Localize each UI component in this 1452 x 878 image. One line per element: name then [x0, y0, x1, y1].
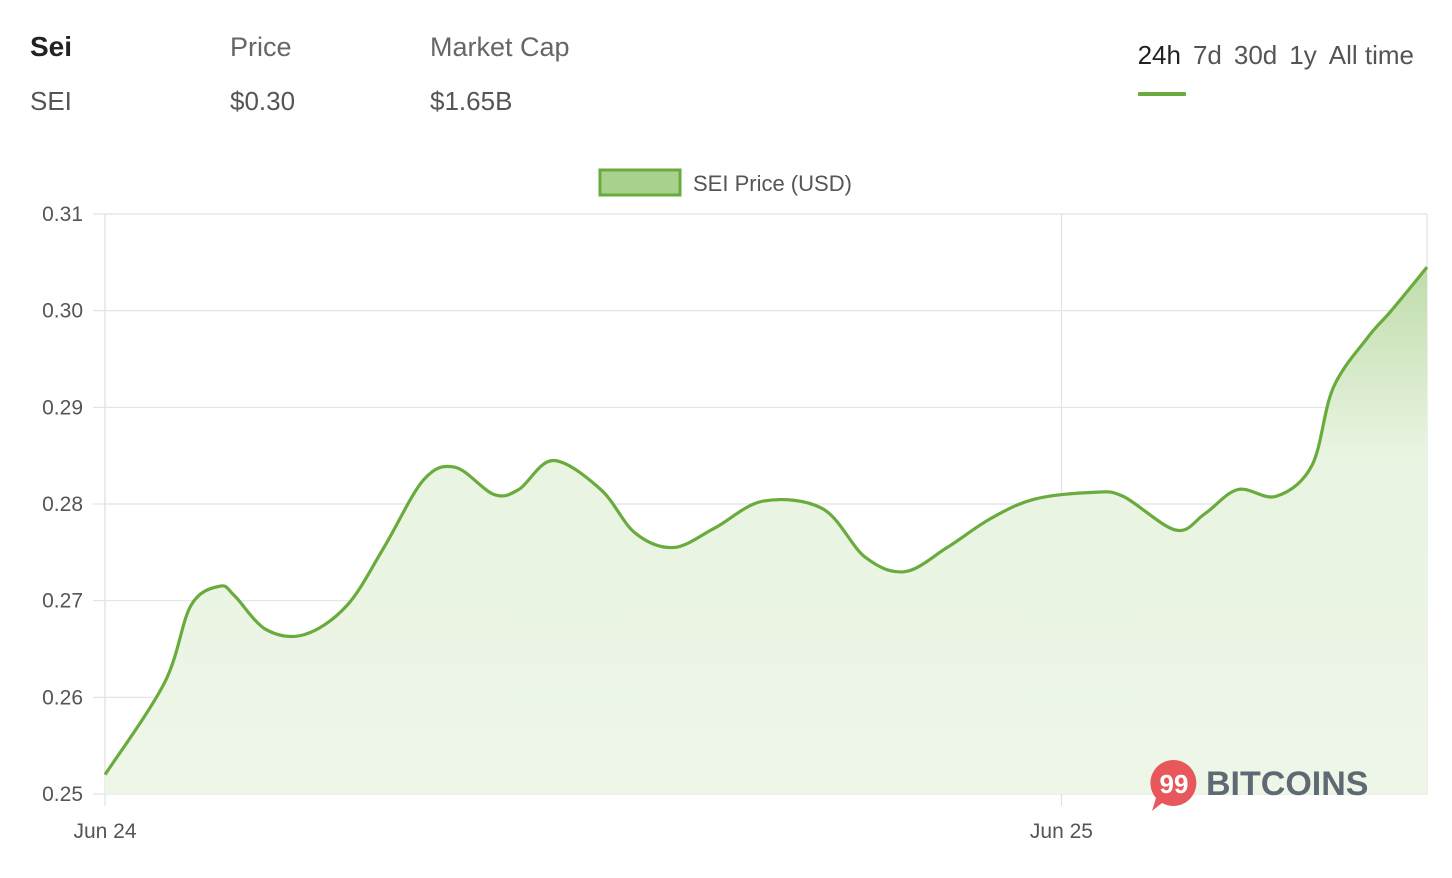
y-tick-label: 0.29 — [42, 396, 83, 419]
chart-legend[interactable]: SEI Price (USD) — [598, 168, 852, 197]
coin-name: Sei — [30, 31, 73, 62]
range-all-time-button[interactable]: All time — [1328, 40, 1414, 70]
price-label: Price — [230, 32, 292, 62]
coin-symbol: SEI — [30, 86, 72, 116]
range-7d-button[interactable]: 7d — [1192, 40, 1222, 70]
market-cap-info: Market Cap $1.65B — [430, 30, 570, 118]
legend-swatch — [598, 168, 682, 197]
time-range-selector: 24h 7d 30d 1y All time — [1132, 38, 1420, 96]
y-tick-label: 0.28 — [42, 493, 83, 516]
header: Sei SEI Price $0.30 Market Cap $1.65B 24… — [0, 0, 1452, 130]
range-24h-button[interactable]: 24h — [1132, 38, 1187, 96]
price-info: Price $0.30 — [230, 30, 295, 118]
range-30d-button[interactable]: 30d — [1233, 40, 1278, 70]
chart-axes: 0.25 0.26 0.27 0.28 0.29 0.30 0.31 Jun 24 Jun 25 — [42, 203, 1093, 843]
price-value: $0.30 — [230, 86, 296, 116]
y-tick-label: 0.30 — [42, 300, 83, 323]
watermark-badge-icon — [1150, 759, 1197, 811]
watermark-text: BITCOINS — [1206, 765, 1368, 803]
market-cap-value: $1.65B — [430, 86, 513, 116]
range-1y-button[interactable]: 1y — [1289, 40, 1317, 70]
y-tick-label: 0.25 — [42, 783, 83, 806]
chart-area — [103, 266, 1429, 795]
y-tick-label: 0.27 — [42, 590, 83, 613]
y-tick-label: 0.31 — [42, 203, 83, 226]
watermark: 99 BITCOINS — [1150, 759, 1368, 811]
area-fill — [105, 267, 1427, 795]
legend-label: SEI Price (USD) — [693, 171, 852, 196]
coin-info: Sei SEI — [30, 30, 72, 118]
y-tick-label: 0.26 — [42, 686, 83, 709]
series-line-sei-price — [103, 266, 1429, 776]
market-cap-label: Market Cap — [430, 32, 570, 62]
x-tick-label: Jun 25 — [1030, 820, 1093, 843]
x-tick-label: Jun 24 — [73, 820, 136, 843]
watermark-badge-text: 99 — [1160, 769, 1189, 799]
